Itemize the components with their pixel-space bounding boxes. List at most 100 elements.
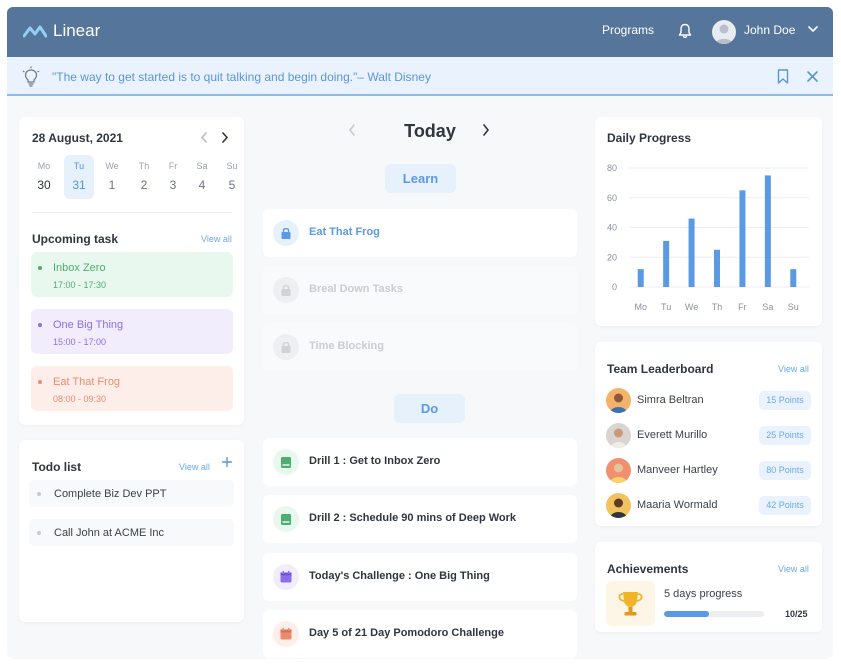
member-name: Simra Beltran bbox=[637, 394, 704, 406]
chart-bar-th bbox=[714, 249, 720, 287]
calendar-day[interactable]: Sa 4 bbox=[187, 155, 217, 199]
leaderboard-row[interactable]: Simra Beltran 15 Points bbox=[606, 388, 811, 413]
achievement-progress-fill bbox=[664, 611, 709, 617]
points-badge: 80 Points bbox=[759, 461, 811, 480]
user-avatar-icon bbox=[715, 24, 733, 44]
do-section-label: Do bbox=[394, 394, 465, 423]
user-avatar[interactable] bbox=[712, 20, 736, 44]
today-next-icon[interactable] bbox=[482, 124, 490, 136]
day-number: 31 bbox=[72, 178, 86, 192]
task-card-eat-that-frog[interactable]: Eat That Frog 08:00 - 09:30 bbox=[31, 366, 233, 411]
close-icon[interactable] bbox=[807, 71, 818, 82]
member-name: Maaria Wormald bbox=[637, 499, 718, 511]
calendar-icon bbox=[273, 621, 299, 647]
x-tick-label: Th bbox=[712, 302, 723, 312]
achievement-count: 10/25 bbox=[785, 609, 808, 619]
avatar bbox=[606, 423, 631, 448]
lock-icon bbox=[273, 220, 299, 246]
leaderboard-view-all-link[interactable]: View all bbox=[778, 364, 809, 374]
lesson-break-down-tasks[interactable]: Breal Down Tasks bbox=[263, 266, 577, 314]
day-number: 30 bbox=[37, 178, 51, 192]
day-name: Th bbox=[138, 161, 150, 171]
user-name[interactable]: John Doe bbox=[744, 23, 796, 37]
bookmark-icon[interactable] bbox=[777, 69, 789, 84]
task-card-one-big-thing[interactable]: One Big Thing 15:00 - 17:00 bbox=[31, 309, 233, 354]
leaderboard-row[interactable]: Everett Murillo 25 Points bbox=[606, 423, 811, 448]
x-tick-label: Tu bbox=[661, 302, 671, 312]
challenge-pomodoro[interactable]: Day 5 of 21 Day Pomodoro Challenge bbox=[263, 610, 577, 658]
todo-label: Complete Biz Dev PPT bbox=[54, 488, 167, 500]
upcoming-task-title: Upcoming task bbox=[32, 232, 119, 246]
calendar-day-selected[interactable]: Tu 31 bbox=[64, 155, 94, 199]
add-todo-icon[interactable] bbox=[222, 457, 232, 467]
calendar-day[interactable]: Th 2 bbox=[129, 155, 159, 199]
app-window: Linear Programs John Doe "The way to g bbox=[7, 7, 833, 659]
day-name: Tu bbox=[73, 161, 85, 171]
quote-banner: "The way to get started is to quit talki… bbox=[7, 57, 833, 96]
calendar-card: 28 August, 2021 Mo 30 Tu 31 We 1 Th 2 Fr 3 Sa… bbox=[19, 117, 244, 425]
lesson-label: Eat That Frog bbox=[309, 226, 380, 238]
drill-deep-work[interactable]: Drill 2 : Schedule 90 mins of Deep Work bbox=[263, 495, 577, 543]
todo-card: Todo list View all Complete Biz Dev PPT … bbox=[19, 440, 244, 622]
todo-item[interactable]: Complete Biz Dev PPT bbox=[29, 480, 234, 507]
daily-progress-title: Daily Progress bbox=[607, 131, 692, 145]
chevron-down-icon[interactable] bbox=[808, 26, 818, 33]
challenge-one-big-thing[interactable]: Today's Challenge : One Big Thing bbox=[263, 553, 577, 601]
task-name: Eat That Frog bbox=[53, 376, 121, 388]
book-icon bbox=[273, 449, 299, 475]
today-title: Today bbox=[404, 121, 456, 141]
member-name: Manveer Hartley bbox=[637, 464, 718, 476]
task-dot bbox=[38, 266, 42, 270]
leaderboard-row[interactable]: Manveer Hartley 80 Points bbox=[606, 458, 811, 483]
calendar-icon bbox=[273, 564, 299, 590]
linear-logo-icon bbox=[23, 25, 47, 38]
todo-dot bbox=[37, 492, 41, 496]
day-number: 1 bbox=[108, 178, 116, 192]
y-tick-label: 80 bbox=[607, 163, 617, 173]
lesson-eat-that-frog[interactable]: Eat That Frog bbox=[263, 209, 577, 257]
divider bbox=[32, 212, 232, 213]
avatar bbox=[606, 493, 631, 518]
task-card-inbox-zero[interactable]: Inbox Zero 17:00 - 17:30 bbox=[31, 252, 233, 297]
chevron-right-icon[interactable] bbox=[221, 132, 229, 143]
todo-label: Call John at ACME Inc bbox=[54, 527, 165, 539]
nav-programs-link[interactable]: Programs bbox=[602, 23, 655, 37]
achievements-view-all-link[interactable]: View all bbox=[778, 564, 809, 574]
x-tick-label: Su bbox=[788, 302, 799, 312]
todo-dot bbox=[37, 531, 41, 535]
calendar-day[interactable]: Fr 3 bbox=[158, 155, 188, 199]
task-dot bbox=[38, 323, 42, 327]
day-number: 2 bbox=[140, 178, 148, 192]
calendar-day[interactable]: Su 5 bbox=[217, 155, 247, 199]
today-prev-icon[interactable] bbox=[348, 124, 356, 136]
drill-inbox-zero[interactable]: Drill 1 : Get to Inbox Zero bbox=[263, 438, 577, 486]
lesson-time-blocking[interactable]: Time Blocking bbox=[263, 323, 577, 371]
y-tick-label: 60 bbox=[607, 193, 617, 203]
app-logo[interactable]: Linear bbox=[23, 21, 100, 41]
bell-icon[interactable] bbox=[678, 23, 692, 39]
x-tick-label: Fr bbox=[738, 302, 747, 312]
leaderboard-row[interactable]: Maaria Wormald 42 Points bbox=[606, 493, 811, 518]
top-navbar: Linear Programs John Doe bbox=[7, 7, 833, 57]
upcoming-view-all-link[interactable]: View all bbox=[201, 234, 232, 244]
calendar-day[interactable]: We 1 bbox=[97, 155, 127, 199]
day-number: 4 bbox=[198, 178, 206, 192]
todo-item[interactable]: Call John at ACME Inc bbox=[29, 519, 234, 546]
task-name: One Big Thing bbox=[53, 319, 124, 331]
chevron-left-icon[interactable] bbox=[200, 132, 208, 143]
avatar bbox=[606, 388, 631, 413]
quote-text: "The way to get started is to quit talki… bbox=[52, 70, 431, 84]
day-name: Fr bbox=[168, 161, 178, 171]
task-dot bbox=[38, 380, 42, 384]
points-badge: 42 Points bbox=[759, 496, 811, 515]
member-name: Everett Murillo bbox=[637, 429, 708, 441]
challenge-label: Today's Challenge : One Big Thing bbox=[309, 570, 490, 582]
lesson-label: Time Blocking bbox=[309, 340, 384, 352]
points-badge: 25 Points bbox=[759, 426, 811, 445]
calendar-date: 28 August, 2021 bbox=[32, 131, 123, 145]
day-name: We bbox=[105, 161, 119, 171]
todo-view-all-link[interactable]: View all bbox=[179, 462, 210, 472]
chart-bar-tu bbox=[663, 240, 670, 287]
learn-section-label: Learn bbox=[385, 164, 456, 193]
calendar-day[interactable]: Mo 30 bbox=[29, 155, 59, 199]
